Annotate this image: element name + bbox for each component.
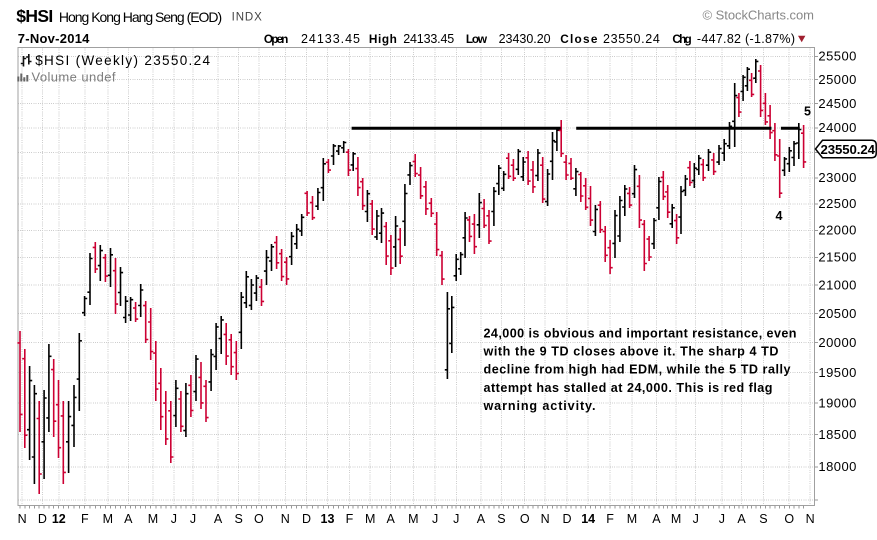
svg-text:$HSI (Weekly) 23550.24: $HSI (Weekly) 23550.24: [35, 53, 210, 68]
svg-text:Hong Kong Hang Seng (EOD): Hong Kong Hang Seng (EOD): [59, 9, 222, 25]
svg-text:21500: 21500: [818, 250, 856, 265]
svg-text:F: F: [81, 512, 89, 526]
svg-text:with the 9 TD closes above it.: with the 9 TD closes above it. The sharp…: [483, 345, 779, 359]
svg-text:A: A: [214, 512, 223, 526]
svg-text:J: J: [190, 512, 196, 526]
svg-text:O: O: [254, 512, 264, 526]
svg-text:25500: 25500: [818, 49, 856, 64]
svg-text:21000: 21000: [818, 278, 856, 293]
svg-text:Low: Low: [466, 32, 488, 46]
svg-text:decline from high had EDM, whi: decline from high had EDM, while the 5 T…: [484, 363, 791, 377]
svg-text:23550.24: 23550.24: [603, 32, 660, 46]
svg-text:J: J: [453, 512, 459, 526]
svg-text:S: S: [235, 512, 243, 526]
svg-text:20500: 20500: [818, 306, 856, 321]
svg-text:A: A: [737, 512, 746, 526]
svg-text:N: N: [281, 512, 290, 526]
svg-text:F: F: [606, 512, 614, 526]
svg-text:O: O: [520, 512, 530, 526]
svg-text:24133.45: 24133.45: [301, 32, 360, 46]
svg-text:$HSI: $HSI: [16, 6, 53, 26]
svg-text:O: O: [784, 512, 794, 526]
svg-text:24,000 is obvious and importan: 24,000 is obvious and important resistan…: [484, 327, 797, 341]
svg-text:M: M: [671, 512, 681, 526]
svg-text:Open: Open: [264, 32, 289, 46]
svg-text:23000: 23000: [818, 170, 856, 185]
svg-text:INDX: INDX: [232, 12, 263, 24]
svg-text:attempt has stalled at 24,000.: attempt has stalled at 24,000. This is r…: [484, 381, 773, 395]
svg-text:M: M: [103, 512, 113, 526]
svg-text:18000: 18000: [818, 459, 856, 474]
svg-text:A: A: [477, 512, 486, 526]
svg-text:23430.20: 23430.20: [499, 32, 551, 46]
svg-text:20000: 20000: [818, 335, 856, 350]
svg-text:A: A: [387, 512, 396, 526]
svg-text:4: 4: [776, 209, 783, 223]
svg-text:5: 5: [804, 105, 811, 119]
svg-text:N: N: [541, 512, 550, 526]
svg-text:warning activity.: warning activity.: [483, 399, 596, 413]
svg-text:12: 12: [52, 512, 66, 526]
svg-text:J: J: [693, 512, 699, 526]
svg-text:N: N: [806, 512, 815, 526]
svg-text:24000: 24000: [818, 120, 856, 135]
svg-text:F: F: [346, 512, 354, 526]
svg-text:24500: 24500: [818, 96, 856, 111]
svg-text:J: J: [719, 512, 725, 526]
svg-text:Volume undef: Volume undef: [32, 70, 116, 85]
svg-text:J: J: [171, 512, 177, 526]
svg-text:22500: 22500: [818, 196, 856, 211]
svg-text:Close: Close: [560, 32, 598, 46]
svg-text:13: 13: [321, 512, 335, 526]
svg-text:-447.82 (-1.87%): -447.82 (-1.87%): [697, 32, 795, 46]
svg-text:© StockCharts.com: © StockCharts.com: [703, 8, 815, 23]
svg-text:24133.45: 24133.45: [403, 32, 454, 46]
svg-text:19500: 19500: [818, 365, 856, 380]
svg-text:M: M: [627, 512, 637, 526]
svg-text:D: D: [38, 512, 47, 526]
svg-text:23550.24: 23550.24: [821, 142, 876, 157]
svg-text:Chg: Chg: [672, 32, 691, 46]
svg-text:M: M: [408, 512, 418, 526]
svg-text:S: S: [497, 512, 505, 526]
svg-text:25000: 25000: [818, 72, 856, 87]
svg-text:22000: 22000: [818, 223, 856, 238]
svg-text:N: N: [18, 512, 27, 526]
svg-text:A: A: [652, 512, 661, 526]
svg-text:18500: 18500: [818, 427, 856, 442]
svg-text:7-Nov-2014: 7-Nov-2014: [18, 31, 90, 46]
svg-text:19000: 19000: [818, 395, 856, 410]
svg-text:M: M: [148, 512, 158, 526]
svg-text:High: High: [369, 32, 397, 46]
svg-text:M: M: [365, 512, 375, 526]
svg-text:D: D: [302, 512, 311, 526]
svg-text:14: 14: [581, 512, 595, 526]
svg-text:J: J: [432, 512, 438, 526]
svg-text:A: A: [124, 512, 133, 526]
svg-text:D: D: [562, 512, 571, 526]
svg-text:S: S: [759, 512, 767, 526]
